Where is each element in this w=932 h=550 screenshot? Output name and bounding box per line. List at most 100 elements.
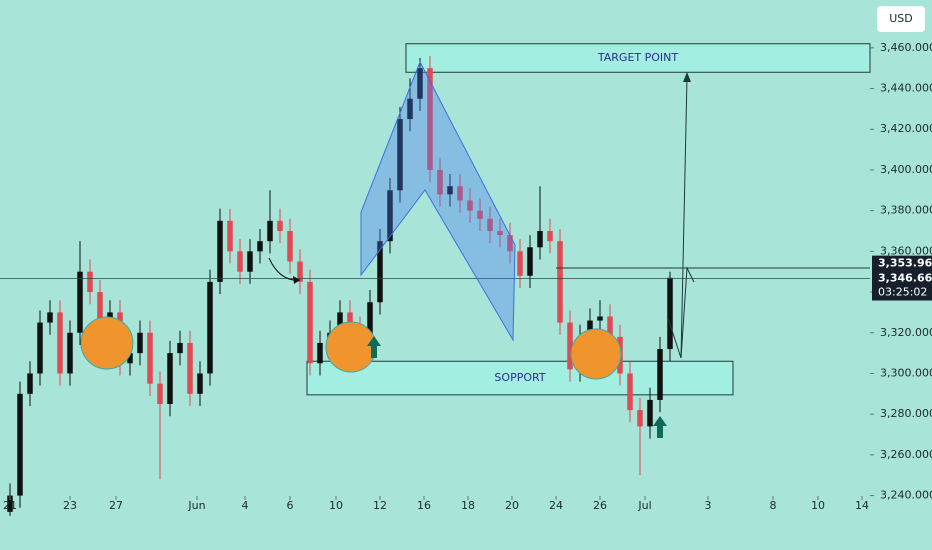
- y-tick-label: 3,320.000: [880, 326, 932, 339]
- x-tick-label: 12: [373, 499, 387, 512]
- candle-body: [97, 292, 103, 323]
- x-tick-label: 26: [593, 499, 607, 512]
- candle-body: [237, 251, 243, 272]
- x-tick-label: 10: [811, 499, 825, 512]
- candle-body: [527, 247, 533, 276]
- candle-body: [437, 169, 443, 195]
- candle-body: [487, 218, 493, 231]
- candle-body: [337, 312, 343, 333]
- price-marker-label: 3,346.660: [878, 272, 932, 285]
- candle-body: [417, 68, 423, 99]
- candle-body: [457, 186, 463, 201]
- y-tick-label: 3,300.000: [880, 366, 932, 379]
- x-tick-label: 23: [63, 499, 77, 512]
- x-tick-label: 20: [505, 499, 519, 512]
- candle-body: [397, 119, 403, 191]
- candle-body: [587, 320, 593, 337]
- candle-body: [547, 230, 553, 242]
- target-arrow: [680, 77, 688, 359]
- candle-body: [517, 251, 523, 276]
- candle-body: [507, 235, 513, 252]
- y-tick-label: 3,440.000: [880, 82, 932, 95]
- candle-body: [57, 312, 63, 374]
- y-tick-label: 3,420.000: [880, 122, 932, 135]
- candle-body: [17, 393, 23, 496]
- candle-body: [7, 495, 13, 512]
- candle-body: [567, 322, 573, 370]
- candle-body: [27, 373, 33, 394]
- candle-body: [477, 210, 483, 219]
- candle-body: [247, 251, 253, 272]
- candle-body: [127, 353, 133, 364]
- candle-body: [557, 241, 563, 323]
- flag-pattern: [360, 60, 516, 342]
- candle-body: [447, 186, 453, 195]
- y-tick-label: 3,400.000: [880, 163, 932, 176]
- x-tick-label: 18: [461, 499, 475, 512]
- zone: [405, 43, 871, 73]
- candle-body: [257, 241, 263, 252]
- arrow-head: [683, 72, 691, 82]
- candle-body: [387, 190, 393, 242]
- candle-body: [137, 332, 143, 354]
- candle-body: [167, 353, 173, 404]
- candle-body: [297, 261, 303, 282]
- projection-line: [667, 266, 695, 359]
- y-tick-label: 3,280.000: [880, 407, 932, 420]
- candle-body: [177, 342, 183, 354]
- x-tick-label: 27: [109, 499, 123, 512]
- currency-label: USD: [889, 12, 913, 25]
- up-arrow: [653, 416, 667, 438]
- candle-body: [407, 98, 413, 120]
- y-tick-label: 3,240.000: [880, 489, 932, 502]
- candle-body: [147, 332, 153, 384]
- x-tick-label: 14: [855, 499, 869, 512]
- candle-body: [597, 316, 603, 321]
- curved-arrow: [268, 257, 301, 281]
- candle-body: [347, 312, 353, 329]
- x-tick-label: 8: [770, 499, 777, 512]
- x-tick-label: 21: [3, 499, 17, 512]
- candle-body: [287, 230, 293, 262]
- candle-body: [37, 322, 43, 374]
- x-tick-label: 16: [417, 499, 431, 512]
- candle-body: [277, 220, 283, 231]
- x-tick-label: Jul: [637, 499, 651, 512]
- zone-label: TARGET POINT: [597, 51, 678, 64]
- y-tick-label: 3,460.000: [880, 41, 932, 54]
- zone-label: SOPPORT: [494, 371, 545, 384]
- candle-body: [537, 230, 543, 248]
- candle-body: [467, 200, 473, 211]
- currency-box: [877, 6, 925, 32]
- arrow-head: [293, 276, 300, 284]
- candle-body: [67, 332, 73, 374]
- highlight-circle: [80, 316, 134, 370]
- candle-body: [197, 373, 203, 394]
- y-tick-label: 3,380.000: [880, 204, 932, 217]
- y-tick-label: 3,260.000: [880, 448, 932, 461]
- x-tick-label: Jun: [187, 499, 205, 512]
- candle-body: [657, 349, 663, 400]
- candle-body: [317, 342, 323, 364]
- y-tick-label: 3,360.000: [880, 244, 932, 257]
- candle-body: [217, 220, 223, 282]
- candle-body: [367, 302, 373, 337]
- candle-body: [607, 316, 613, 337]
- candle-body: [47, 312, 53, 323]
- candle-body: [627, 373, 633, 411]
- x-tick-label: 6: [287, 499, 294, 512]
- drawings: [80, 60, 870, 438]
- candle-body: [307, 281, 313, 364]
- countdown: 03:25:02: [878, 286, 927, 299]
- x-tick-label: 10: [329, 499, 343, 512]
- highlight-circle: [325, 321, 377, 373]
- x-tick-label: 24: [549, 499, 563, 512]
- candle-body: [157, 383, 163, 404]
- candle-body: [187, 342, 193, 394]
- candle-body: [207, 281, 213, 374]
- candle-body: [637, 410, 643, 427]
- price-marker-label: 3,353.965: [878, 257, 932, 270]
- candle-body: [87, 271, 93, 293]
